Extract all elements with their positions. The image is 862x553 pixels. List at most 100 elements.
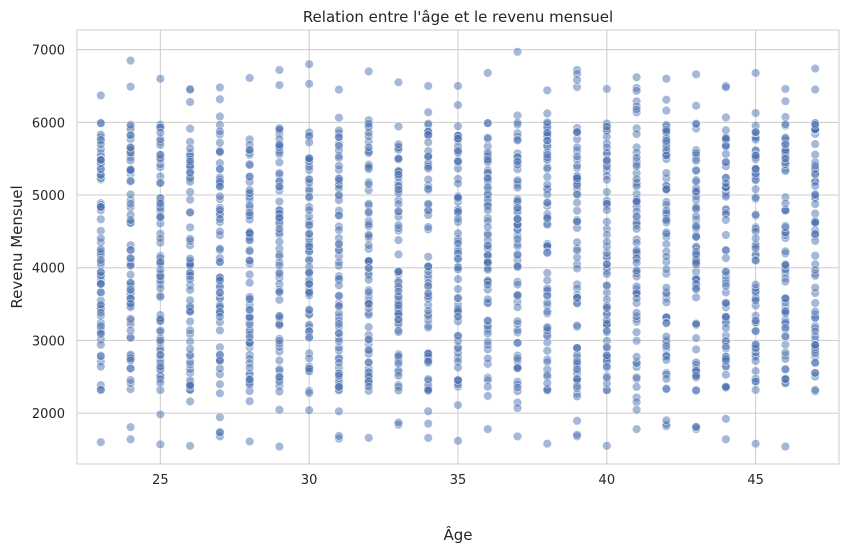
- scatter-point: [304, 174, 314, 184]
- scatter-point: [453, 100, 463, 110]
- scatter-point: [185, 168, 195, 178]
- scatter-point: [631, 397, 642, 407]
- scatter-point: [423, 163, 433, 174]
- scatter-point: [661, 355, 671, 365]
- scatter-point: [304, 192, 314, 202]
- x-tick-label: 40: [599, 473, 616, 488]
- scatter-point: [393, 169, 404, 180]
- scatter-point: [185, 396, 195, 407]
- scatter-point: [364, 162, 374, 172]
- scatter-point: [631, 224, 642, 234]
- scatter-point: [334, 161, 344, 171]
- scatter-point: [721, 312, 731, 322]
- scatter-point: [661, 341, 671, 351]
- scatter-point: [364, 199, 374, 209]
- scatter-point: [721, 370, 731, 380]
- x-tick-label: 45: [747, 473, 764, 488]
- scatter-point: [215, 257, 225, 267]
- scatter-point: [125, 363, 136, 374]
- scatter-point: [125, 434, 136, 444]
- scatter-point: [483, 337, 493, 347]
- scatter-point: [96, 308, 106, 318]
- scatter-point: [215, 325, 225, 336]
- scatter-point: [691, 119, 701, 129]
- scatter-point: [751, 356, 761, 366]
- scatter-point: [453, 274, 463, 284]
- scatter-point: [453, 121, 463, 131]
- scatter-point: [364, 275, 374, 285]
- scatter-point: [96, 267, 106, 277]
- scatter-point: [810, 218, 820, 228]
- scatter-point: [721, 157, 731, 167]
- scatter-point: [512, 353, 523, 363]
- scatter-point: [245, 172, 255, 182]
- scatter-point: [661, 374, 671, 384]
- scatter-point: [185, 143, 195, 154]
- scatter-point: [483, 294, 493, 305]
- scatter-point: [483, 328, 493, 339]
- scatter-point: [483, 133, 493, 143]
- scatter-point: [661, 264, 671, 274]
- scatter-point: [423, 385, 433, 395]
- scatter-point: [602, 269, 612, 279]
- scatter-point: [245, 332, 255, 343]
- scatter-point: [721, 323, 731, 333]
- scatter-point: [125, 245, 136, 255]
- scatter-point: [453, 228, 463, 238]
- scatter-point: [245, 160, 255, 170]
- scatter-point: [96, 351, 106, 361]
- scatter-point: [96, 279, 106, 289]
- scatter-point: [215, 379, 225, 389]
- scatter-point: [810, 358, 820, 368]
- scatter-point: [96, 437, 106, 447]
- scatter-point: [691, 357, 701, 367]
- scatter-point: [602, 326, 612, 336]
- scatter-point: [423, 119, 433, 129]
- scatter-point: [661, 415, 671, 425]
- scatter-point: [155, 292, 165, 302]
- scatter-point: [661, 228, 671, 239]
- scatter-point: [453, 254, 463, 264]
- scatter-point: [810, 139, 820, 149]
- scatter-point: [572, 173, 582, 183]
- scatter-point: [661, 332, 671, 342]
- scatter-point: [274, 65, 285, 75]
- scatter-point: [721, 178, 731, 188]
- scatter-point: [780, 347, 791, 358]
- scatter-point: [185, 274, 195, 285]
- scatter-point: [364, 66, 374, 77]
- scatter-point: [512, 118, 523, 128]
- scatter-point: [631, 104, 642, 115]
- scatter-point: [572, 343, 582, 353]
- scatter-point: [185, 316, 195, 327]
- scatter-point: [631, 161, 642, 171]
- scatter-point: [155, 378, 165, 388]
- scatter-point: [810, 368, 820, 378]
- scatter-point: [155, 199, 165, 209]
- x-tick-labels: 25 30 35 40 45: [152, 473, 764, 488]
- scatter-point: [631, 372, 642, 383]
- scatter-point: [304, 279, 314, 289]
- scatter-point: [334, 239, 344, 249]
- scatter-point: [155, 314, 165, 324]
- scatter-point: [810, 84, 820, 95]
- scatter-point: [542, 323, 552, 333]
- scatter-point: [96, 233, 106, 243]
- scatter-point: [393, 249, 404, 260]
- scatter-point: [274, 212, 285, 223]
- scatter-point: [602, 156, 612, 166]
- scatter-point: [542, 346, 552, 356]
- scatter-point: [215, 388, 225, 398]
- scatter-point: [721, 215, 731, 225]
- scatter-point: [721, 230, 731, 240]
- scatter-point: [215, 287, 225, 297]
- scatter-point: [780, 153, 791, 164]
- scatter-point: [185, 207, 195, 218]
- scatter-point: [364, 322, 374, 332]
- x-tick-label: 30: [301, 473, 318, 488]
- scatter-point: [691, 156, 701, 166]
- scatter-point: [393, 184, 404, 195]
- scatter-point: [542, 283, 552, 294]
- scatter-point: [572, 320, 582, 331]
